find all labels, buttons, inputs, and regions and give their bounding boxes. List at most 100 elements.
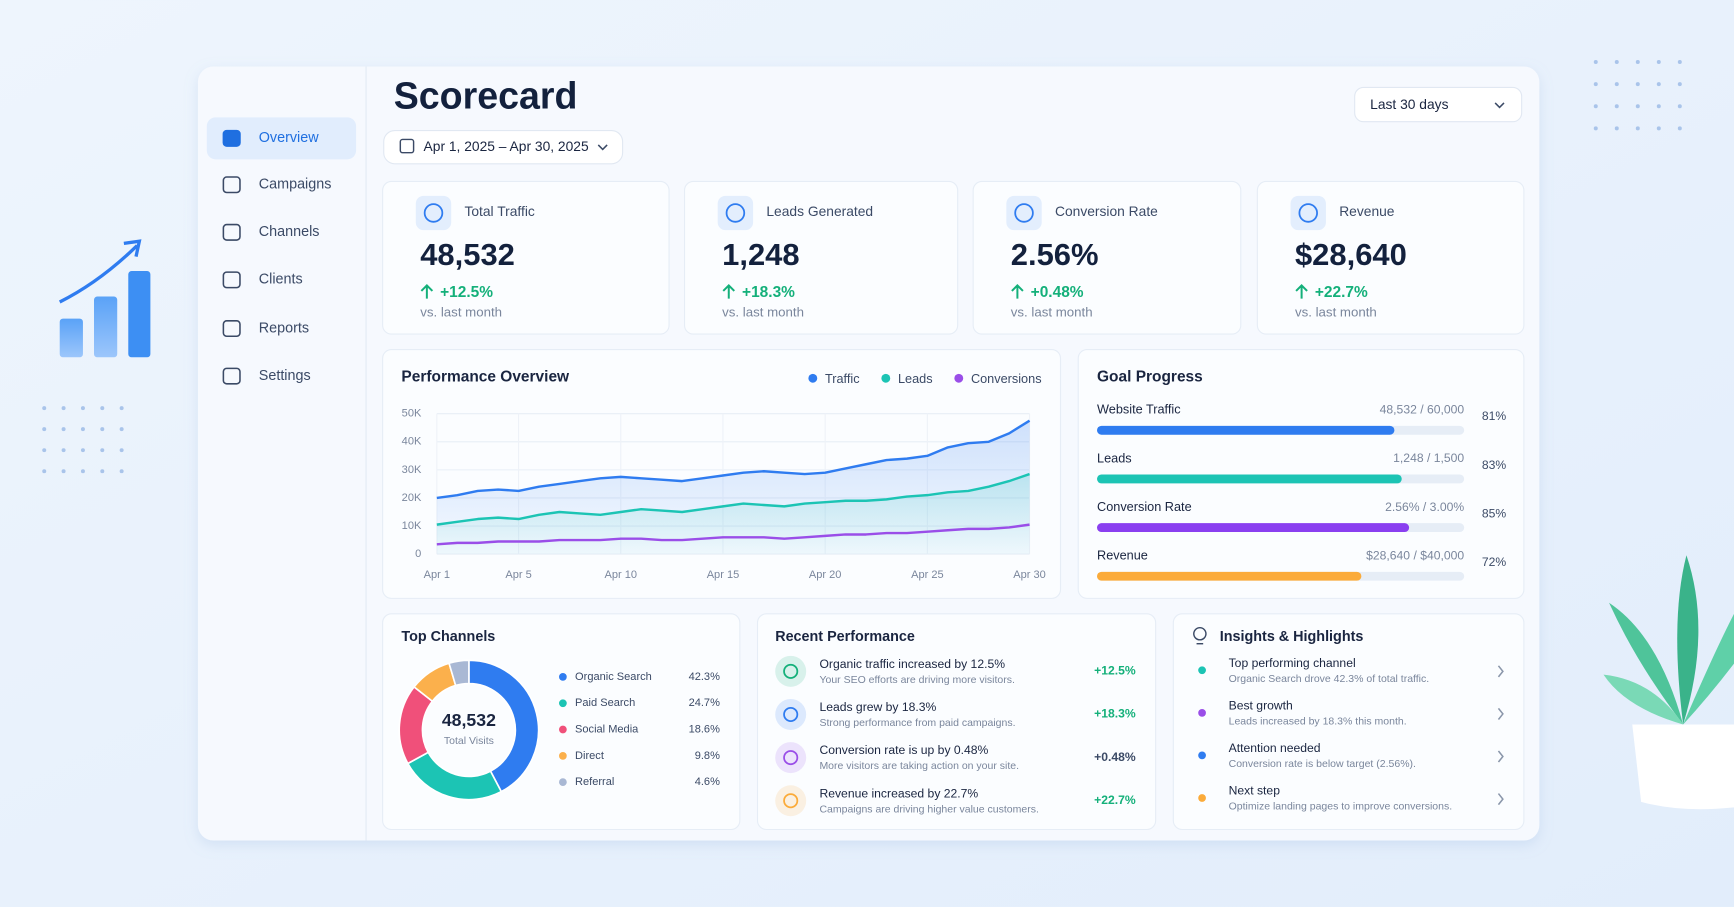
kpi-icon <box>415 195 452 231</box>
panel-title: Insights & Highlights <box>1220 629 1364 645</box>
dot <box>1635 82 1640 87</box>
panel <box>1077 348 1525 599</box>
kpi-icon-glyph <box>1298 203 1318 223</box>
dot <box>1614 60 1619 65</box>
nav-item[interactable]: Clients <box>259 272 303 288</box>
chevron <box>1494 102 1505 109</box>
kpi-icon <box>1006 195 1042 231</box>
kpi-note: vs. last month <box>420 305 502 320</box>
dot <box>100 427 105 432</box>
insight-dot <box>1198 666 1206 675</box>
dot <box>119 406 124 411</box>
kpi-note: vs. last month <box>1011 305 1093 320</box>
insight-dot <box>1198 794 1206 802</box>
bulb-icon <box>1193 626 1207 645</box>
dot <box>1656 82 1661 87</box>
panel <box>382 613 741 831</box>
progress-bar <box>1097 571 1362 581</box>
insight-desc: Conversion rate is below target (2.56%). <box>1229 758 1416 770</box>
dot <box>1593 82 1598 87</box>
x-tick-label: Apr 1 <box>424 569 450 581</box>
item-icon <box>775 699 807 730</box>
value-label: 42.3% <box>689 671 721 683</box>
x-tick-label: Apr 15 <box>707 569 740 581</box>
item-desc: Your SEO efforts are driving more visito… <box>819 674 1015 686</box>
kpi-value: $28,640 <box>1295 237 1407 272</box>
goal-detail: $28,640 / $40,000 <box>1366 549 1464 563</box>
legend-swatch <box>881 373 891 383</box>
legend-label: Leads <box>898 371 933 386</box>
dot <box>1593 60 1598 65</box>
dot <box>61 406 66 411</box>
goal-label: Revenue <box>1097 548 1148 563</box>
legend-swatch <box>808 373 818 383</box>
insight-title: Next step <box>1229 784 1281 798</box>
dot <box>42 469 47 474</box>
value-label: 18.6% <box>689 723 721 735</box>
nav-icon <box>222 176 241 194</box>
dot <box>80 448 85 453</box>
line <box>436 419 1031 500</box>
item-title: Leads grew by 18.3% <box>819 700 936 714</box>
dot <box>80 469 85 474</box>
period-select[interactable] <box>1354 86 1523 123</box>
dot <box>1656 126 1661 131</box>
insight-desc: Organic Search drove 42.3% of total traf… <box>1229 673 1430 685</box>
goal-label: Conversion Rate <box>1097 499 1192 514</box>
value-label: 24.7% <box>689 697 721 709</box>
dot <box>1656 60 1661 65</box>
nav-item[interactable]: Channels <box>259 224 320 240</box>
y-tick-label: 0 <box>415 548 421 560</box>
y-tick-label: 40K <box>402 436 422 448</box>
dot <box>119 469 124 474</box>
goal-detail: 1,248 / 1,500 <box>1393 451 1464 465</box>
nav-item[interactable]: Campaigns <box>259 177 332 193</box>
item-title: Conversion rate is up by 0.48% <box>819 743 988 757</box>
decor-plant <box>1603 555 1734 810</box>
nav-icon <box>222 129 241 147</box>
item-icon <box>775 742 807 774</box>
x-tick-label: Apr 25 <box>911 569 944 581</box>
chevron[interactable] <box>1497 793 1504 806</box>
nav-item[interactable]: Reports <box>259 320 309 336</box>
line <box>436 472 1030 526</box>
dot <box>80 406 85 411</box>
dot <box>80 427 85 432</box>
dot <box>61 448 66 453</box>
item-icon <box>775 655 807 687</box>
y-tick-label: 20K <box>402 492 422 504</box>
item-desc: Campaigns are driving higher value custo… <box>819 803 1038 815</box>
dot <box>119 448 124 453</box>
chevron[interactable] <box>1497 665 1504 678</box>
nav-item[interactable]: Settings <box>259 368 311 384</box>
dot <box>1614 126 1619 131</box>
dot <box>119 427 124 432</box>
goal-detail: 48,532 / 60,000 <box>1380 403 1465 417</box>
panel <box>756 613 1157 831</box>
dot <box>42 406 47 411</box>
kpi-change: +18.3% <box>742 284 795 301</box>
dot <box>1677 82 1682 87</box>
kpi-value: 2.56% <box>1011 237 1099 272</box>
chevron[interactable] <box>1497 750 1504 763</box>
nav-item[interactable]: Overview <box>259 130 319 146</box>
kpi-label: Total Traffic <box>464 203 534 219</box>
x-tick-label: Apr 10 <box>604 569 637 581</box>
decor-chart <box>58 239 151 358</box>
goal-detail: 2.56% / 3.00% <box>1385 500 1464 514</box>
insight-desc: Leads increased by 18.3% this month. <box>1229 715 1407 727</box>
date-picker[interactable] <box>383 130 624 165</box>
dot <box>1635 126 1640 131</box>
y-tick-label: 30K <box>402 464 422 476</box>
dot <box>42 427 47 432</box>
progress-bar <box>1097 474 1402 484</box>
y-tick-label: 10K <box>402 520 422 532</box>
kpi-change: +22.7% <box>1315 284 1368 301</box>
chevron[interactable] <box>1497 707 1504 720</box>
kpi-note: vs. last month <box>1295 305 1377 320</box>
item-title: Organic traffic increased by 12.5% <box>819 657 1005 671</box>
progress-bar <box>1097 523 1410 533</box>
item-icon-glyph <box>783 750 799 766</box>
content: 0 10K 20K 30K 40K 50K Apr 1 Apr 5 Apr 10 Apr 15 Ap… <box>398 371 1506 817</box>
